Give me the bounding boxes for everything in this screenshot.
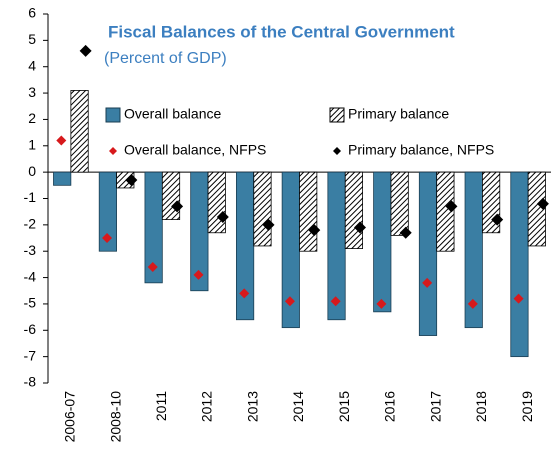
hatched-bar <box>161 171 181 220</box>
diamond-marker <box>513 293 524 304</box>
legend-swatch <box>329 107 345 123</box>
diamond-marker <box>216 210 229 223</box>
x-tick-label: 2015 <box>336 391 352 422</box>
hatched-bar <box>436 171 455 252</box>
hatched-bar <box>527 171 546 247</box>
bar <box>373 171 392 313</box>
x-tick-label: 2014 <box>290 391 306 422</box>
y-tick-label: 6 <box>28 5 36 21</box>
x-tick-label: 2006-07 <box>62 391 78 443</box>
y-tick-label: 0 <box>28 163 36 179</box>
chart-subtitle: (Percent of GDP) <box>104 50 227 67</box>
y-tick-label: 4 <box>28 57 36 73</box>
diamond-marker <box>102 233 113 244</box>
y-tick-label: -7 <box>24 347 37 363</box>
diamond-marker <box>171 200 184 213</box>
x-tick-label: 2017 <box>427 391 443 422</box>
y-tick-label: -4 <box>24 268 37 284</box>
bar <box>144 171 163 284</box>
diamond-marker <box>239 288 250 299</box>
diamond-marker <box>467 298 478 309</box>
y-tick-label: -2 <box>24 216 37 232</box>
bar <box>98 171 117 252</box>
hatched-bar <box>207 171 226 234</box>
diamond-marker <box>79 44 92 57</box>
bar <box>510 171 529 358</box>
bar <box>235 171 255 321</box>
y-tick-label: -1 <box>24 189 37 205</box>
legend-swatch <box>105 107 121 123</box>
x-tick-label: 2008-10 <box>107 391 123 443</box>
diamond-marker <box>56 135 67 146</box>
diamond-marker <box>308 224 321 237</box>
diamond-marker <box>147 262 158 273</box>
diamond-marker <box>491 213 504 226</box>
y-tick-label: 3 <box>28 84 36 100</box>
y-tick-label: -8 <box>24 374 37 390</box>
y-tick-label: -5 <box>24 295 37 311</box>
y-tick-label: -3 <box>24 242 37 258</box>
legend-swatch <box>109 147 117 155</box>
legend-label: Overall balance, NFPS <box>124 142 266 158</box>
hatched-bar <box>299 171 318 252</box>
diamond-marker <box>284 296 295 307</box>
y-tick-label: 2 <box>28 110 36 126</box>
y-tick-label: -6 <box>24 321 37 337</box>
bar <box>418 171 438 336</box>
diamond-marker <box>399 226 412 239</box>
diamond-marker <box>330 296 341 307</box>
y-tick-label: 5 <box>28 31 36 47</box>
legend-label: Primary balance, NFPS <box>348 142 494 158</box>
hatched-bar <box>253 171 272 247</box>
y-tick-label: 1 <box>28 136 36 152</box>
hatched-bar <box>70 90 89 173</box>
hatched-bar <box>390 171 409 236</box>
legend-label: Primary balance <box>348 106 449 122</box>
diamond-marker <box>536 197 549 210</box>
x-tick-label: 2011 <box>153 391 169 421</box>
bar <box>464 171 483 329</box>
diamond-marker <box>422 277 433 288</box>
chart-title: Fiscal Balances of the Central Governmen… <box>108 22 455 41</box>
x-tick-label: 2019 <box>519 391 535 422</box>
hatched-bar <box>344 171 364 249</box>
x-tick-label: 2012 <box>199 391 215 422</box>
diamond-marker <box>376 298 387 309</box>
diamond-marker <box>262 218 275 231</box>
diamond-marker <box>353 221 366 234</box>
x-tick-label: 2016 <box>382 391 398 422</box>
legend-label: Overall balance <box>124 106 221 122</box>
x-tick-label: 2013 <box>244 391 260 422</box>
diamond-marker <box>125 174 138 187</box>
x-tick-label: 2018 <box>473 391 489 422</box>
diamond-marker <box>445 200 458 213</box>
legend-swatch <box>333 147 341 155</box>
diamond-marker <box>193 269 204 280</box>
bar <box>53 171 72 186</box>
